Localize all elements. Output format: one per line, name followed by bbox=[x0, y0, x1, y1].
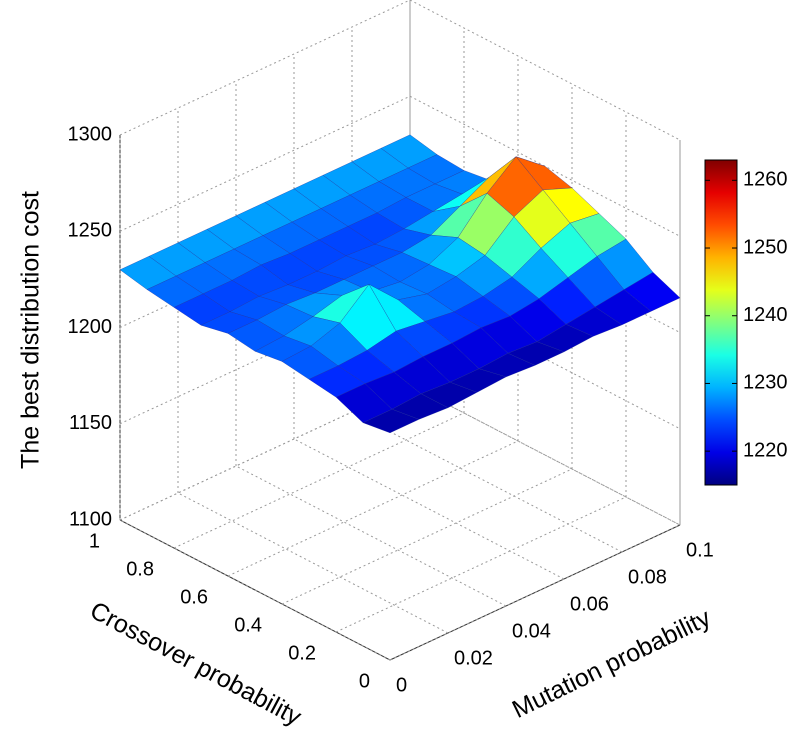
x-tick-label: 0.02 bbox=[454, 647, 493, 669]
z-tick-label: 1300 bbox=[68, 123, 113, 145]
x-tick-label: 0.1 bbox=[686, 539, 714, 561]
z-tick-label: 1150 bbox=[69, 412, 112, 434]
grid-line bbox=[409, 0, 681, 141]
colorbar-tick-label: 1230 bbox=[743, 372, 788, 394]
grid-line bbox=[119, 0, 411, 136]
grid-line bbox=[409, 384, 681, 526]
x-tick-label: 0 bbox=[396, 674, 407, 696]
grid-line bbox=[409, 95, 681, 237]
grid-line bbox=[335, 496, 627, 633]
grid-line bbox=[173, 412, 465, 549]
grid-line bbox=[409, 384, 681, 526]
colorbar-tick-label: 1250 bbox=[743, 236, 788, 258]
grid-line bbox=[177, 492, 449, 634]
y-axis-label: Crossover probability bbox=[85, 596, 306, 731]
y-tick-label: 0.6 bbox=[180, 586, 208, 608]
grid-line bbox=[389, 524, 681, 661]
colorbar-tick-label: 1260 bbox=[743, 169, 788, 191]
colorbar bbox=[704, 159, 738, 486]
y-tick-label: 1 bbox=[89, 530, 100, 552]
y-tick-label: 0.2 bbox=[288, 642, 316, 664]
grid-line bbox=[293, 438, 565, 580]
z-tick-label: 1200 bbox=[68, 316, 113, 338]
z-axis-label: The best distribution cost bbox=[17, 191, 45, 469]
grid-line bbox=[119, 519, 391, 661]
grid-line bbox=[227, 440, 519, 577]
grid-line bbox=[235, 465, 507, 607]
colorbar-tick-label: 1220 bbox=[743, 439, 788, 461]
x-tick-label: 0.04 bbox=[512, 620, 551, 642]
y-tick-label: 0.4 bbox=[234, 614, 262, 636]
surface-patch bbox=[362, 408, 420, 434]
grid-line bbox=[281, 468, 573, 605]
y-tick-label: 0.8 bbox=[126, 558, 154, 580]
x-tick-label: 0.08 bbox=[628, 566, 667, 588]
z-tick-label: 1250 bbox=[68, 220, 113, 242]
z-tick-label: 1100 bbox=[69, 508, 112, 530]
x-tick-label: 0.06 bbox=[570, 593, 609, 615]
y-tick-label: 0 bbox=[359, 670, 370, 692]
grid-line bbox=[119, 95, 411, 232]
colorbar-tick-label: 1240 bbox=[743, 304, 788, 326]
grid-line bbox=[351, 411, 623, 553]
